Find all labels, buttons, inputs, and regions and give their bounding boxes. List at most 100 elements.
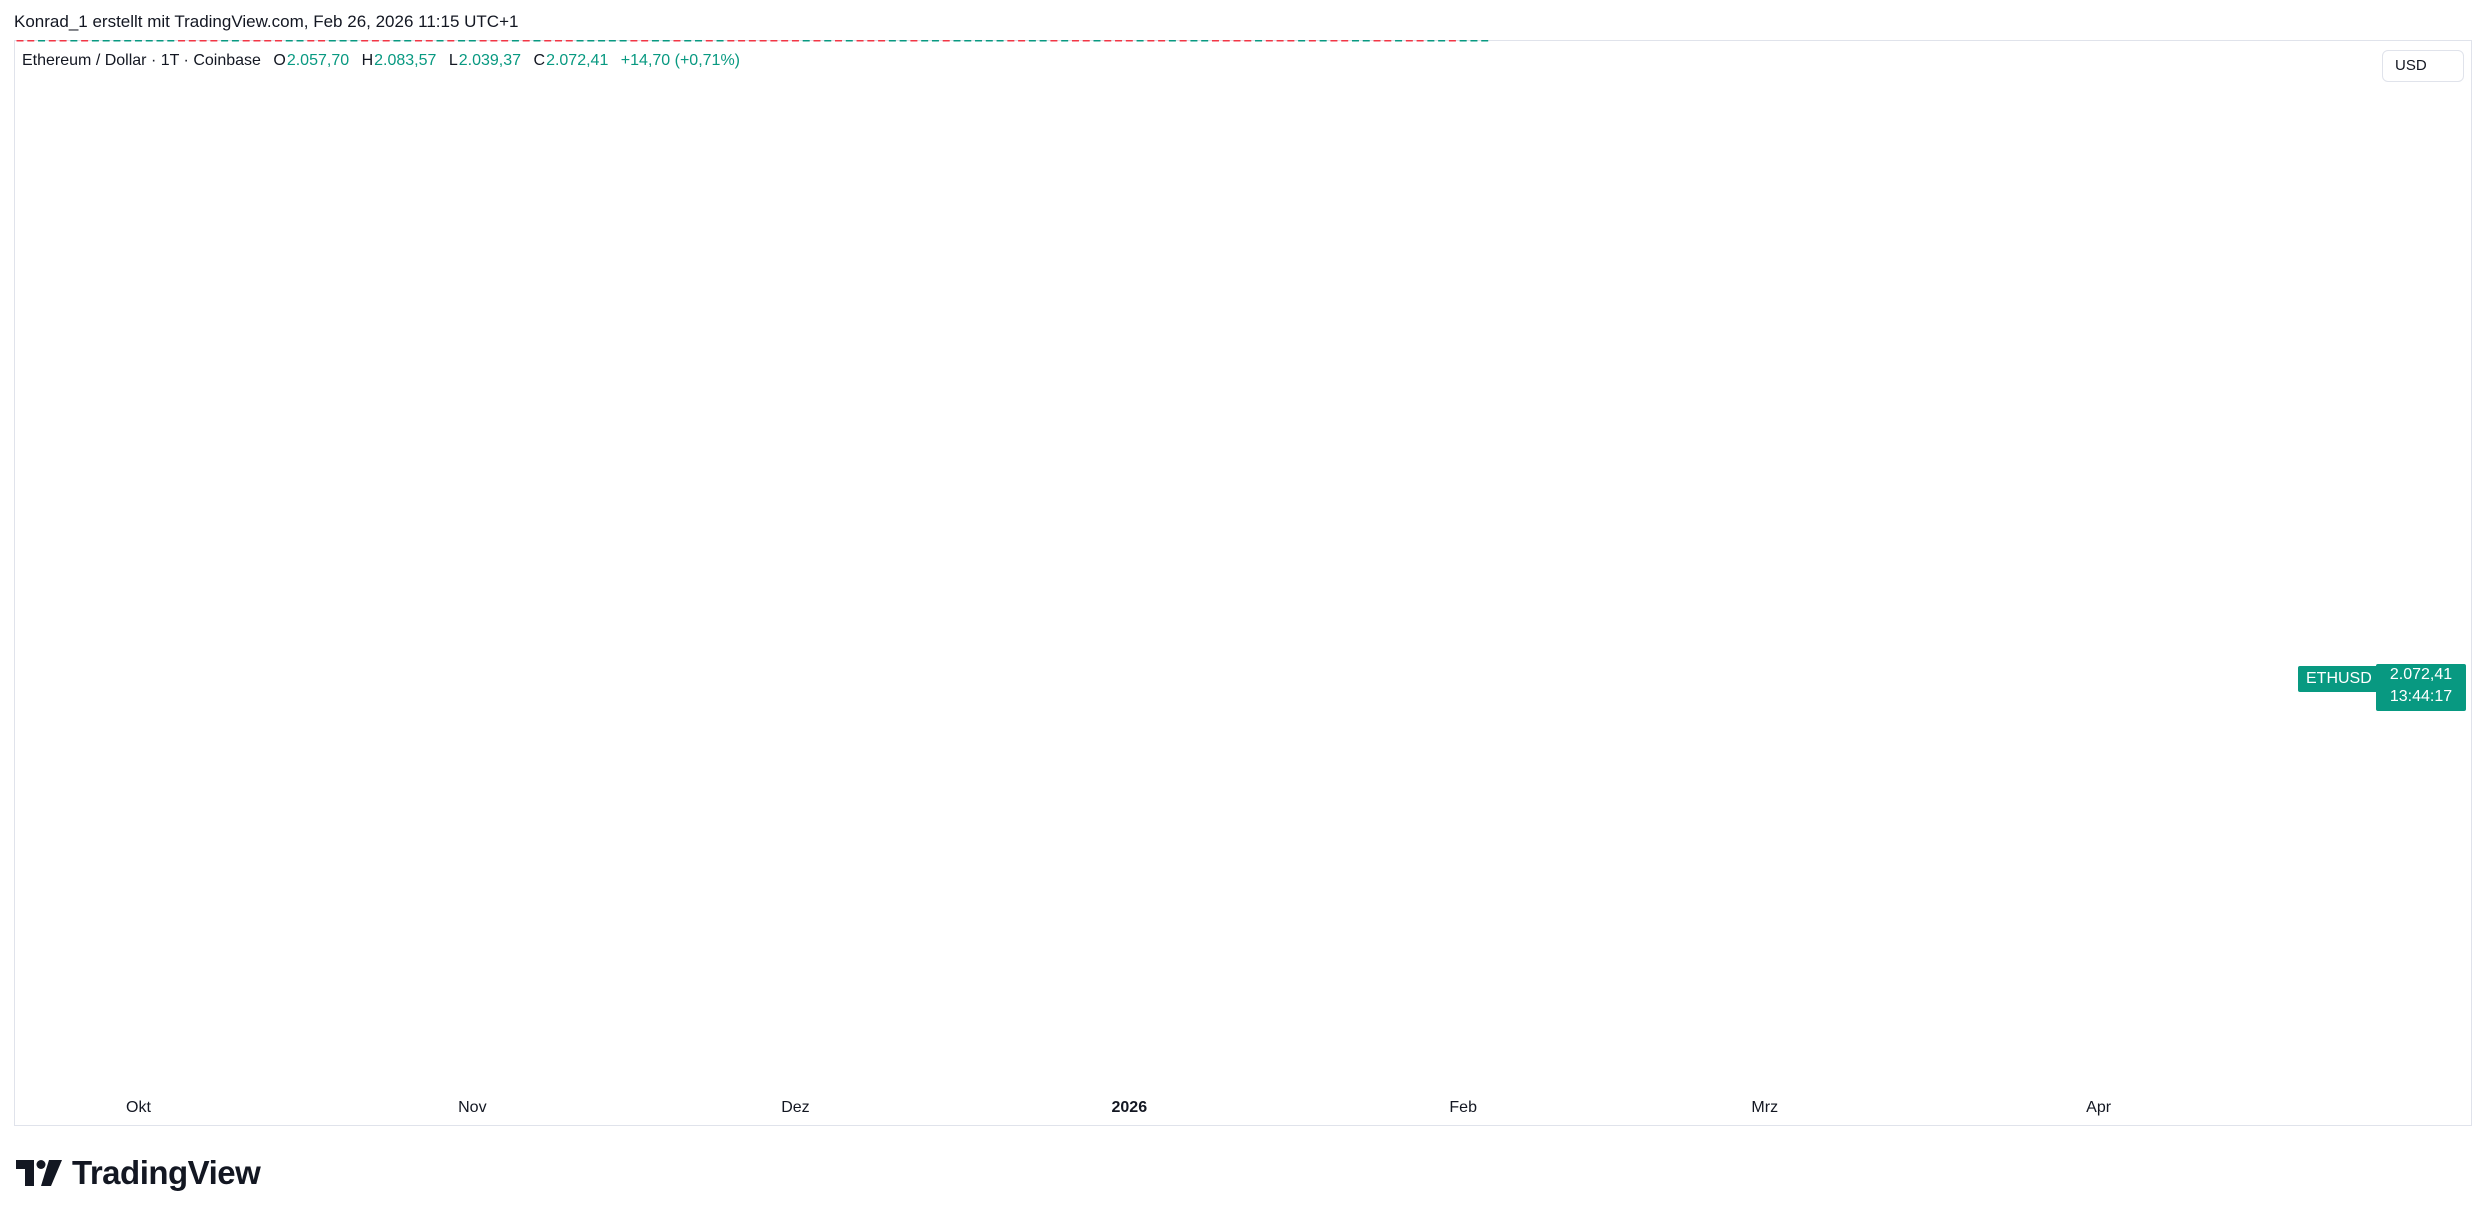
candle-body — [619, 40, 627, 42]
candle-body — [339, 40, 347, 42]
candle — [436, 40, 444, 42]
legend-symbol[interactable]: Ethereum / Dollar · 1T · Coinbase — [22, 52, 261, 69]
candle — [1211, 40, 1219, 42]
candle — [242, 40, 250, 42]
brand-name: TradingView — [72, 1154, 261, 1191]
candle-body — [695, 40, 703, 42]
candle-body — [1341, 40, 1349, 42]
candle-body — [964, 40, 972, 42]
candle-body — [1061, 40, 1069, 42]
candle-body — [856, 40, 864, 42]
candle — [576, 40, 584, 42]
candles-layer — [16, 40, 1489, 42]
candle — [727, 40, 735, 42]
candle-body — [1115, 40, 1123, 42]
candle-body — [1405, 40, 1413, 42]
candle — [802, 40, 810, 42]
candle-body — [1168, 40, 1176, 42]
candle-body — [975, 40, 983, 42]
candle-body — [1071, 40, 1079, 42]
candle — [296, 40, 304, 42]
candle — [178, 40, 186, 42]
candle — [38, 40, 46, 42]
candle — [824, 40, 832, 42]
candle — [16, 40, 24, 42]
candle — [1395, 40, 1403, 42]
candle-body — [1050, 40, 1058, 42]
candle-body — [845, 40, 853, 42]
candle — [382, 40, 390, 42]
candle-body — [1255, 40, 1263, 42]
candle — [1071, 40, 1079, 42]
candle — [975, 40, 983, 42]
candle — [501, 40, 509, 42]
candle-body — [899, 40, 907, 42]
candle — [716, 40, 724, 42]
candle — [511, 40, 519, 42]
candle-body — [124, 40, 132, 42]
candle-body — [705, 40, 713, 42]
candle-body — [81, 40, 89, 42]
candle — [888, 40, 896, 42]
x-tick-label: Dez — [781, 1099, 809, 1116]
currency-button[interactable]: USD — [2382, 50, 2464, 82]
candle-body — [910, 40, 918, 42]
last-price-tag: 2.072,41 13:44:17 — [2376, 664, 2466, 711]
candle-body — [436, 40, 444, 42]
candle-body — [781, 40, 789, 42]
candle-body — [1233, 40, 1241, 42]
candle — [1384, 40, 1392, 42]
candle — [1341, 40, 1349, 42]
tradingview-logo[interactable]: TradingView — [16, 1154, 261, 1192]
candle-body — [1082, 40, 1090, 42]
candle — [231, 40, 239, 42]
candle-body — [1104, 40, 1112, 42]
candle — [1136, 40, 1144, 42]
candle-body — [1125, 40, 1133, 42]
candle-body — [188, 40, 196, 42]
candle — [27, 40, 35, 42]
candle — [361, 40, 369, 42]
candle-body — [791, 40, 799, 42]
candle — [274, 40, 282, 42]
legend-high-label: H — [361, 52, 374, 69]
candle-body — [533, 40, 541, 42]
candle-body — [1190, 40, 1198, 42]
candle-body — [1265, 40, 1273, 42]
candle-body — [371, 40, 379, 42]
candle — [350, 40, 358, 42]
candle-body — [501, 40, 509, 42]
candle-body — [1427, 40, 1435, 42]
candle — [264, 40, 272, 42]
candle — [1093, 40, 1101, 42]
candle — [479, 40, 487, 42]
candle-body — [813, 40, 821, 42]
candle — [770, 40, 778, 42]
candle — [738, 40, 746, 42]
candle-body — [651, 40, 659, 42]
legend-open-label: O — [273, 52, 286, 69]
candle-body — [953, 40, 961, 42]
legend-high-value: 2.083,57 — [374, 52, 437, 69]
candle-body — [888, 40, 896, 42]
legend-low-value: 2.039,37 — [458, 52, 522, 69]
candle-body — [1179, 40, 1187, 42]
candle — [630, 40, 638, 42]
candle-body — [835, 40, 843, 42]
candle — [1362, 40, 1370, 42]
candle — [555, 40, 562, 42]
candle — [1028, 40, 1036, 42]
candle-body — [1319, 40, 1327, 42]
candle — [565, 40, 573, 42]
candle-body — [630, 40, 638, 42]
candle-body — [1211, 40, 1219, 42]
candle-body — [684, 40, 692, 42]
candle-body — [1136, 40, 1144, 42]
candle-body — [328, 40, 336, 42]
candle — [404, 40, 412, 42]
candle — [1427, 40, 1435, 42]
candle-body — [1481, 40, 1489, 42]
candle — [867, 40, 875, 42]
candle — [1265, 40, 1273, 42]
